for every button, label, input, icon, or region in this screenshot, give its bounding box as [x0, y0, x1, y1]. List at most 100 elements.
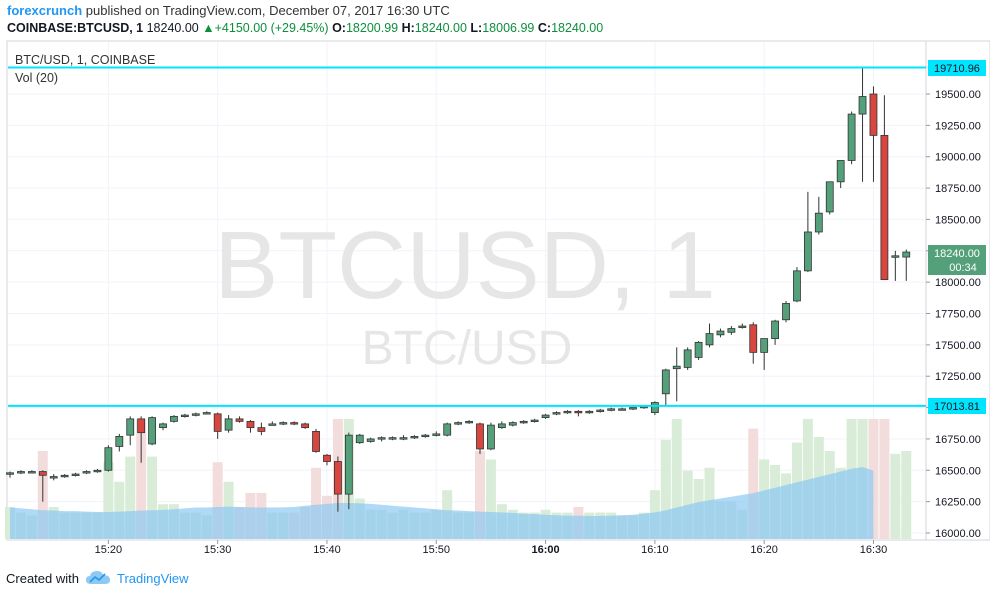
open-label: O: — [332, 21, 346, 35]
watermark-main: BTCUSD, 1 — [214, 212, 715, 319]
candle-body — [377, 437, 386, 440]
candle-body — [672, 365, 681, 370]
candle-body — [454, 422, 463, 425]
volume-bar — [212, 462, 223, 539]
high-label: H: — [401, 21, 415, 35]
candle-body — [443, 423, 452, 436]
last-price-tag: 18240.00 — [934, 248, 980, 260]
countdown-tag: 00:34 — [949, 262, 977, 274]
footer: Created with TradingView — [6, 570, 189, 586]
candle-body — [803, 231, 812, 272]
tradingview-brand-link[interactable]: TradingView — [116, 570, 189, 586]
candle-body — [607, 408, 616, 411]
x-tick-label: 15:30 — [204, 544, 232, 556]
last-price-label: 18240.00 00:34 — [928, 245, 986, 275]
published-text: published on TradingView.com, December 0… — [85, 3, 450, 18]
y-tick-label: 16750.00 — [935, 434, 981, 446]
candle-body — [683, 349, 692, 368]
price-axis[interactable]: 16000.0016250.0016500.0016750.0017000.00… — [926, 89, 981, 540]
watermark-sub: BTC/USD — [362, 322, 573, 375]
candle-body — [465, 420, 473, 424]
volume-bar — [136, 419, 147, 539]
candle-body — [585, 410, 594, 414]
volume-bar — [879, 419, 890, 539]
price-axis-frame — [925, 40, 990, 541]
y-tick-label: 19000.00 — [935, 152, 981, 164]
upper-line-price: 19710.96 — [934, 63, 980, 75]
time-axis[interactable]: 15:20 15:30 15:40 15:50 16:00 16:10 16:20 16:30 — [95, 540, 888, 556]
ohlc-line: COINBASE:BTCUSD, 1 18240.00 ▲+4150.00 (+… — [7, 21, 603, 35]
y-tick-label: 16000.00 — [935, 528, 981, 540]
up-arrow-icon: ▲ — [202, 21, 215, 35]
candle-body — [93, 469, 102, 473]
candle-body — [301, 423, 310, 429]
candle-body — [727, 328, 736, 333]
volume-bar — [147, 456, 158, 539]
x-tick-label: 16:10 — [641, 544, 669, 556]
candle-body — [541, 414, 550, 419]
candle-body — [104, 447, 113, 471]
y-tick-label: 17250.00 — [935, 371, 981, 383]
candle-body — [574, 410, 583, 414]
last-price: 18240.00 — [146, 21, 199, 35]
author-link[interactable]: forexcrunch — [7, 3, 83, 18]
candle-body — [825, 181, 834, 213]
candle-body — [705, 333, 714, 346]
symbol-label: COINBASE:BTCUSD, 1 — [7, 21, 144, 35]
publish-line: forexcrunch published on TradingView.com… — [7, 3, 450, 18]
price-change: +4150.00 (+29.45%) — [214, 21, 329, 35]
candle-body — [782, 303, 790, 321]
candle-body — [410, 436, 419, 439]
x-tick-label: 15:50 — [423, 544, 451, 556]
y-tick-label: 16500.00 — [935, 465, 981, 477]
candle-body — [563, 410, 572, 414]
candle-body — [213, 413, 222, 432]
candle-body — [224, 418, 233, 431]
candle-body — [476, 423, 484, 450]
tradingview-cloud-icon[interactable] — [85, 570, 111, 586]
candle-body — [137, 418, 146, 434]
legend-series: BTC/USD, 1, COINBASE — [15, 53, 155, 67]
candle-body — [71, 473, 80, 476]
candle-body — [432, 433, 441, 436]
candle-body — [880, 134, 889, 281]
candle-body — [716, 330, 725, 336]
low-label: L: — [470, 21, 483, 35]
y-tick-label: 16250.00 — [935, 497, 981, 509]
close-label: C: — [537, 21, 552, 35]
volume-ma-area — [10, 467, 874, 539]
candle-body — [836, 160, 845, 183]
candle-body — [235, 418, 244, 422]
horizontal-lines[interactable] — [8, 66, 926, 407]
candle-body — [661, 369, 670, 395]
x-tick-label: 16:20 — [750, 544, 778, 556]
candle-body — [618, 408, 626, 411]
candle-body — [344, 434, 353, 495]
y-tick-label: 18000.00 — [935, 277, 981, 289]
candle-body — [191, 413, 200, 416]
volume-bar — [748, 428, 759, 539]
created-with-text: Created with — [6, 570, 79, 586]
candle-body — [6, 472, 14, 475]
candle-body — [257, 427, 266, 432]
candle-body — [869, 93, 878, 136]
volume-bar — [660, 439, 671, 539]
candle-body — [388, 437, 397, 440]
candle-body — [629, 407, 637, 410]
y-tick-label: 18500.00 — [935, 214, 981, 226]
y-tick-label: 19250.00 — [935, 120, 981, 132]
candle-body — [650, 402, 659, 413]
candle-body — [279, 422, 288, 425]
candle-body — [738, 325, 747, 328]
candle-body — [793, 270, 801, 302]
x-tick-label: 15:20 — [95, 544, 123, 556]
candle-body — [170, 415, 178, 422]
candle-body — [847, 113, 856, 161]
low-value: 18006.99 — [482, 21, 535, 35]
price-chart[interactable]: BTCUSD, 1 BTC/USD 16000.00 16250.00 16500.… — [0, 40, 990, 566]
volume-bar — [103, 462, 114, 539]
x-tick-label: 15:40 — [313, 544, 341, 556]
close-value: 18240.00 — [551, 21, 604, 35]
y-tick-label: 17500.00 — [935, 340, 981, 352]
volume-bar — [311, 467, 322, 539]
